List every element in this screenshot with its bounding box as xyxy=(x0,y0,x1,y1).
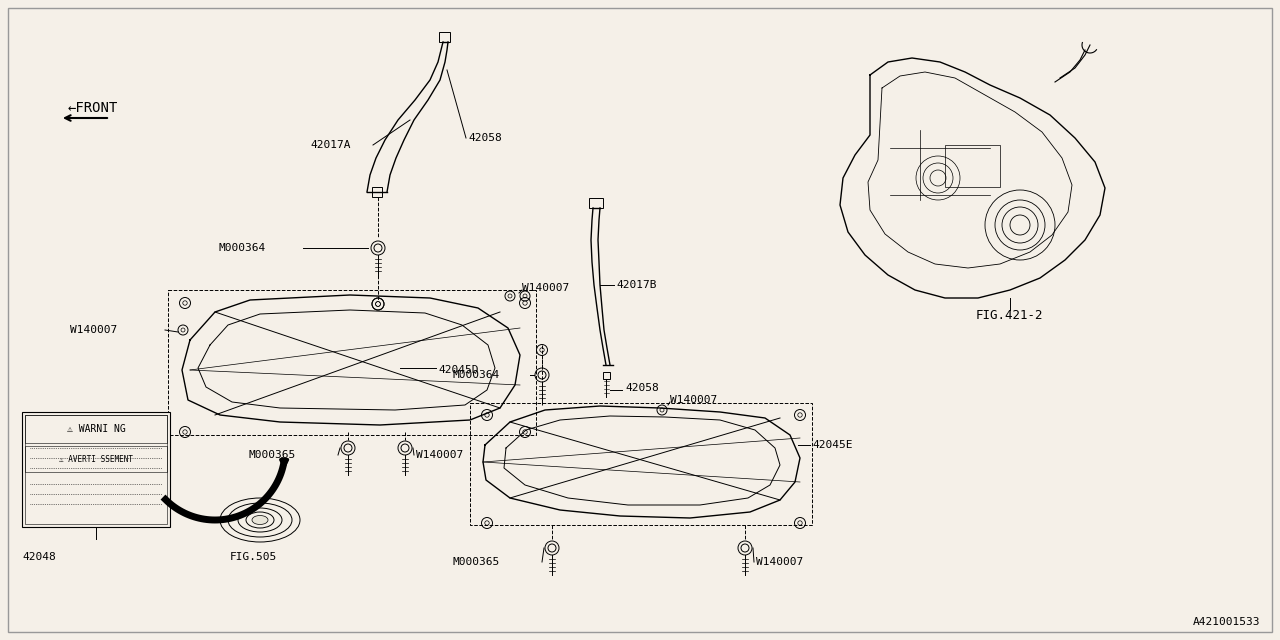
Text: M000365: M000365 xyxy=(248,450,296,460)
Text: 42048: 42048 xyxy=(22,552,56,562)
Text: W140007: W140007 xyxy=(70,325,118,335)
Text: 42017A: 42017A xyxy=(310,140,351,150)
Bar xyxy=(26,415,166,443)
Bar xyxy=(26,446,166,472)
Text: W140007: W140007 xyxy=(756,557,804,567)
Text: 42045E: 42045E xyxy=(812,440,852,450)
Bar xyxy=(589,198,603,208)
Text: FIG.505: FIG.505 xyxy=(230,552,278,562)
Text: M000364: M000364 xyxy=(452,370,499,380)
Bar xyxy=(603,371,609,378)
Bar xyxy=(168,290,536,435)
Text: A421001533: A421001533 xyxy=(1193,617,1260,627)
Text: W140007: W140007 xyxy=(669,395,717,405)
Text: 42017B: 42017B xyxy=(616,280,657,290)
Text: M000364: M000364 xyxy=(218,243,265,253)
Ellipse shape xyxy=(252,515,268,525)
Text: ←FRONT: ←FRONT xyxy=(68,101,118,115)
Bar xyxy=(26,415,166,524)
Text: M000365: M000365 xyxy=(452,557,499,567)
Text: ⚠ AVERTI SSEMENT: ⚠ AVERTI SSEMENT xyxy=(59,454,133,463)
Bar xyxy=(439,32,451,42)
Text: 42058: 42058 xyxy=(468,133,502,143)
Text: W140007: W140007 xyxy=(522,283,570,293)
Text: ⚠ WARNI NG: ⚠ WARNI NG xyxy=(67,424,125,434)
Text: 42058: 42058 xyxy=(625,383,659,393)
Text: W140007: W140007 xyxy=(416,450,463,460)
Bar xyxy=(470,403,812,525)
Text: FIG.421-2: FIG.421-2 xyxy=(977,308,1043,321)
Text: 42045D: 42045D xyxy=(438,365,479,375)
Bar xyxy=(945,145,1000,187)
Bar xyxy=(22,412,170,527)
Bar xyxy=(372,187,381,197)
